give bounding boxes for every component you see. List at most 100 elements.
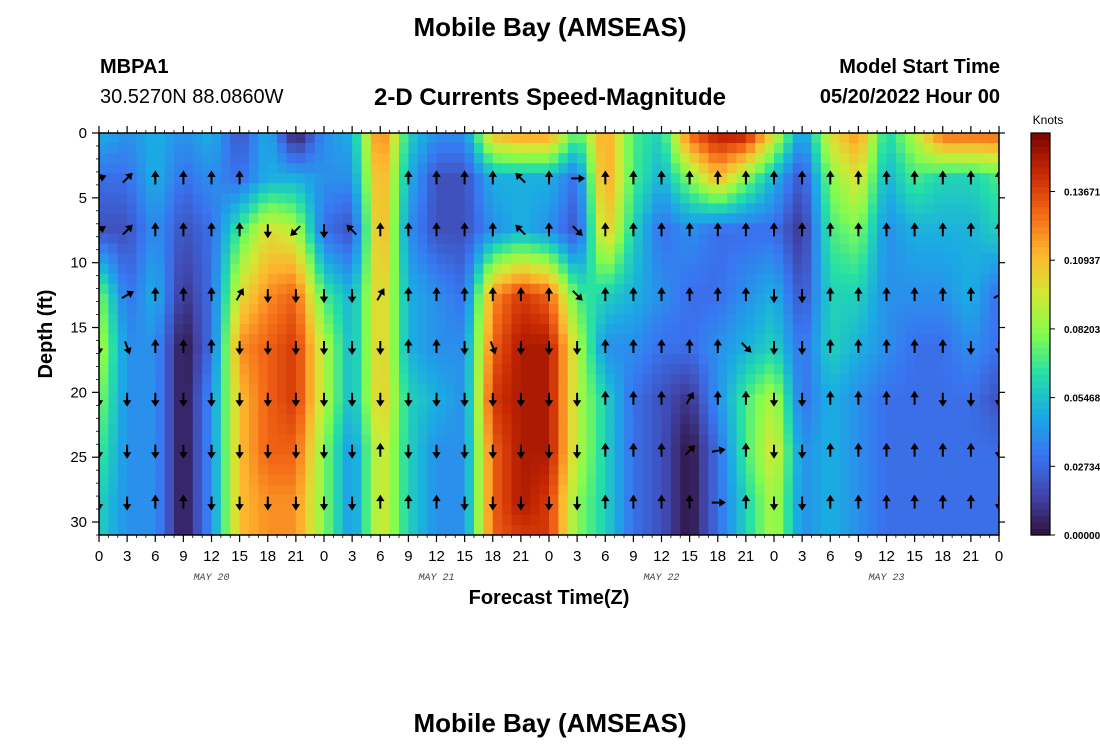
heatmap-cell	[174, 434, 184, 446]
heatmap-cell	[961, 394, 972, 405]
heatmap-cell	[661, 233, 672, 245]
heatmap-cell	[333, 293, 344, 305]
current-arrow	[797, 222, 807, 237]
heatmap-cell	[849, 464, 859, 476]
heatmap-cell	[455, 183, 466, 194]
heatmap-cell	[952, 213, 963, 225]
heatmap-cell	[99, 494, 109, 506]
current-arrow	[657, 442, 666, 457]
heatmap-cell	[361, 263, 372, 275]
heatmap-cell	[511, 173, 522, 184]
heatmap-cell	[342, 313, 353, 325]
heatmap-cell	[427, 334, 438, 345]
heatmap-cell	[708, 334, 719, 345]
heatmap-cell	[867, 223, 878, 235]
heatmap-cell	[670, 233, 681, 245]
heatmap-cell	[577, 263, 588, 275]
heatmap-cell	[792, 193, 803, 204]
heatmap-cell	[670, 223, 681, 235]
heatmap-cell	[277, 434, 288, 446]
heatmap-cell	[558, 514, 569, 526]
heatmap-cell	[183, 153, 194, 164]
heatmap-cell	[408, 213, 419, 225]
heatmap-cell	[436, 484, 447, 496]
heatmap-cell	[895, 354, 906, 365]
heatmap-cell	[727, 293, 738, 305]
heatmap-cell	[183, 303, 194, 315]
heatmap-cell	[942, 404, 953, 415]
heatmap-cell	[361, 143, 372, 154]
heatmap-cell	[652, 153, 663, 164]
current-arrow	[235, 444, 244, 459]
heatmap-cell	[933, 323, 944, 335]
heatmap-cell	[745, 494, 756, 506]
heatmap-cell	[830, 374, 841, 385]
heatmap-cell	[605, 334, 616, 345]
heatmap-cell	[942, 474, 953, 486]
heatmap-cell	[614, 404, 625, 415]
heatmap-cell	[914, 504, 925, 516]
heatmap-cell	[427, 293, 438, 305]
heatmap-cell	[914, 193, 925, 204]
heatmap-cell	[605, 283, 616, 295]
heatmap-cell	[567, 143, 578, 154]
heatmap-cell	[867, 334, 878, 345]
heatmap-cell	[164, 313, 175, 325]
heatmap-cell	[858, 374, 869, 385]
heatmap-cell	[436, 404, 447, 415]
heatmap-cell	[145, 283, 156, 295]
heatmap-cell	[849, 424, 859, 436]
heatmap-cell	[117, 424, 128, 436]
current-arrow	[741, 287, 751, 302]
current-arrow	[319, 289, 329, 304]
heatmap-cell	[895, 414, 906, 426]
heatmap-cell	[764, 504, 775, 516]
heatmap-cell	[417, 384, 428, 395]
heatmap-cell	[520, 484, 531, 496]
heatmap-cell	[399, 364, 409, 375]
heatmap-cell	[717, 434, 728, 446]
heatmap-cell	[249, 283, 259, 295]
heatmap-cell	[286, 153, 297, 164]
heatmap-cell	[586, 434, 597, 446]
heatmap-cell	[849, 354, 859, 365]
heatmap-cell	[389, 273, 400, 285]
heatmap-cell	[408, 273, 419, 285]
heatmap-cell	[511, 273, 522, 285]
heatmap-cell	[811, 173, 822, 184]
heatmap-cell	[905, 193, 916, 204]
heatmap-cell	[670, 424, 681, 436]
heatmap-cell	[567, 183, 578, 194]
heatmap-cell	[249, 424, 259, 436]
heatmap-cell	[361, 404, 372, 415]
heatmap-cell	[989, 183, 999, 194]
heatmap-cell	[511, 183, 522, 194]
heatmap-cell	[774, 223, 784, 235]
heatmap-cell	[277, 233, 288, 245]
heatmap-cell	[877, 273, 888, 285]
heatmap-cell	[417, 374, 428, 385]
heatmap-cell	[689, 504, 700, 516]
heatmap-cell	[755, 293, 766, 305]
heatmap-cell	[839, 494, 850, 506]
heatmap-cell	[980, 334, 991, 345]
heatmap-cell	[764, 263, 775, 275]
heatmap-cell	[511, 293, 522, 305]
heatmap-cell	[774, 263, 784, 275]
heatmap-cell	[492, 434, 503, 446]
heatmap-cell	[689, 203, 700, 214]
heatmap-cell	[755, 223, 766, 235]
heatmap-cell	[624, 384, 634, 395]
heatmap-cell	[914, 213, 925, 225]
heatmap-cell	[249, 293, 259, 305]
heatmap-cell	[202, 464, 213, 476]
heatmap-cell	[530, 263, 541, 275]
heatmap-cell	[174, 153, 184, 164]
heatmap-cell	[417, 203, 428, 214]
heatmap-cell	[99, 183, 109, 194]
heatmap-cell	[127, 354, 138, 365]
heatmap-cell	[277, 484, 288, 496]
heatmap-cell	[464, 524, 475, 535]
heatmap-cell	[267, 394, 278, 405]
heatmap-cell	[436, 133, 447, 144]
